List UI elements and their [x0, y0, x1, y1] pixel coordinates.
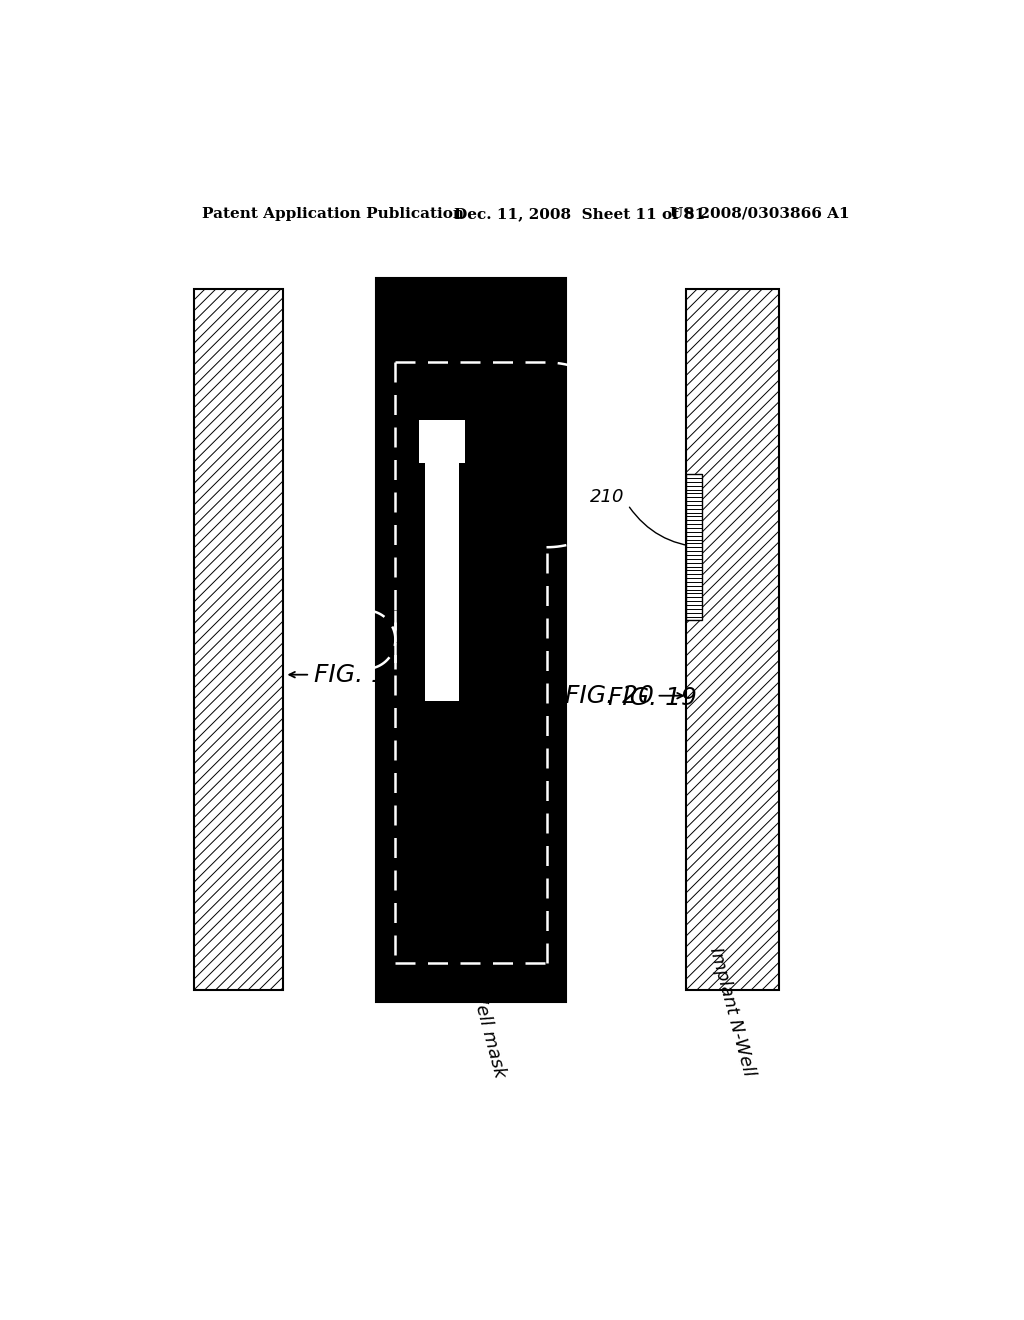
Bar [194, 289, 283, 990]
Text: Implant N-Well: Implant N-Well [706, 945, 758, 1078]
Text: Patent Application Publication: Patent Application Publication [202, 207, 464, 220]
Bar [376, 277, 566, 1002]
Text: N-Well mask: N-Well mask [462, 966, 508, 1080]
Bar [686, 474, 701, 620]
Bar [419, 420, 465, 462]
Bar [686, 474, 701, 620]
Text: FIG. 18: FIG. 18 [314, 663, 402, 686]
Bar [425, 462, 459, 701]
Text: US 2008/0303866 A1: US 2008/0303866 A1 [671, 207, 850, 220]
Text: Dec. 11, 2008  Sheet 11 of 81: Dec. 11, 2008 Sheet 11 of 81 [454, 207, 705, 220]
Text: FIG. 20: FIG. 20 [564, 684, 653, 708]
Bar [686, 289, 779, 990]
Text: FIG. 19: FIG. 19 [608, 685, 697, 710]
Text: 210: 210 [590, 488, 624, 506]
